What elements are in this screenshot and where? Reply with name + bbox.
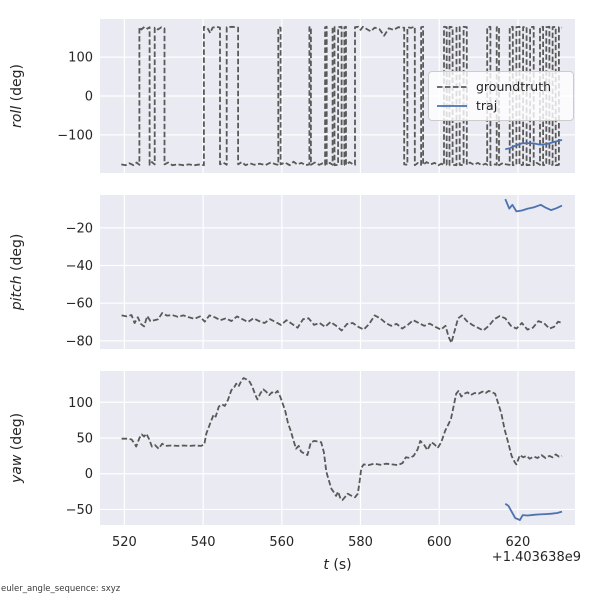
pitch-groundtruth-line <box>121 312 563 344</box>
legend-label-traj: traj <box>476 98 498 113</box>
euler-sequence-note: euler_angle_sequence: sxyz <box>1 584 121 594</box>
x-axis-label-variable: t <box>323 557 329 573</box>
xtick-label: 600 <box>427 535 452 550</box>
yaw-traj-line <box>504 502 563 521</box>
pitch-axis-label-unit: (deg) <box>9 234 25 276</box>
dashed-line-sample-icon <box>437 85 467 88</box>
x-axis-offset-text: +1.403638e9 <box>491 550 581 565</box>
yaw-subplot: 100 50 0 −50 yaw (deg) <box>9 371 575 525</box>
roll-axis-label-unit: (deg) <box>9 64 25 106</box>
yaw-ytick-label: 100 <box>68 396 93 411</box>
pitch-plot-area <box>100 195 575 349</box>
roll-axis-label: roll (deg) <box>9 64 25 128</box>
yaw-axis-label-unit: (deg) <box>9 413 25 455</box>
yaw-axis-label-variable: yaw <box>9 454 25 484</box>
pitch-traj-line <box>504 198 563 213</box>
pitch-ytick-label: −60 <box>66 297 93 312</box>
xtick-label: 580 <box>348 535 373 550</box>
yaw-axis-label: yaw (deg) <box>9 413 25 484</box>
pitch-ytick-label: −40 <box>66 259 93 274</box>
x-axis-label-unit: (s) <box>333 557 352 573</box>
roll-ytick-label: 0 <box>85 90 93 105</box>
roll-ytick-label: −100 <box>57 128 93 143</box>
yaw-ytick-label: −50 <box>66 503 93 518</box>
roll-groundtruth-line <box>121 25 563 167</box>
xtick-label: 540 <box>191 535 216 550</box>
legend-label-groundtruth: groundtruth <box>476 78 552 94</box>
pitch-ytick-label: −80 <box>66 334 93 349</box>
legend-item-groundtruth: groundtruth <box>437 77 565 97</box>
pitch-axis-label: pitch (deg) <box>9 234 25 312</box>
legend-item-traj: traj <box>437 97 565 117</box>
solid-line-sample-icon <box>437 105 467 108</box>
yaw-ytick-label: 50 <box>76 432 93 447</box>
xtick-label: 560 <box>269 535 294 550</box>
legend: groundtruth traj <box>428 71 574 121</box>
roll-axis-label-variable: roll <box>9 106 25 128</box>
x-axis-label: t (s) <box>100 557 575 573</box>
roll-traj-line <box>505 139 563 151</box>
yaw-plot-area <box>100 371 575 525</box>
pitch-ytick-label: −20 <box>66 221 93 236</box>
pitch-axis-label-variable: pitch <box>9 275 25 311</box>
xtick-label: 520 <box>112 535 137 550</box>
roll-ytick-label: 100 <box>68 51 93 66</box>
yaw-groundtruth-line <box>121 377 563 502</box>
yaw-ytick-label: 0 <box>85 467 93 482</box>
xtick-label: 620 <box>506 535 531 550</box>
pitch-subplot: −20 −40 −60 −80 pitch (deg) <box>9 195 575 349</box>
